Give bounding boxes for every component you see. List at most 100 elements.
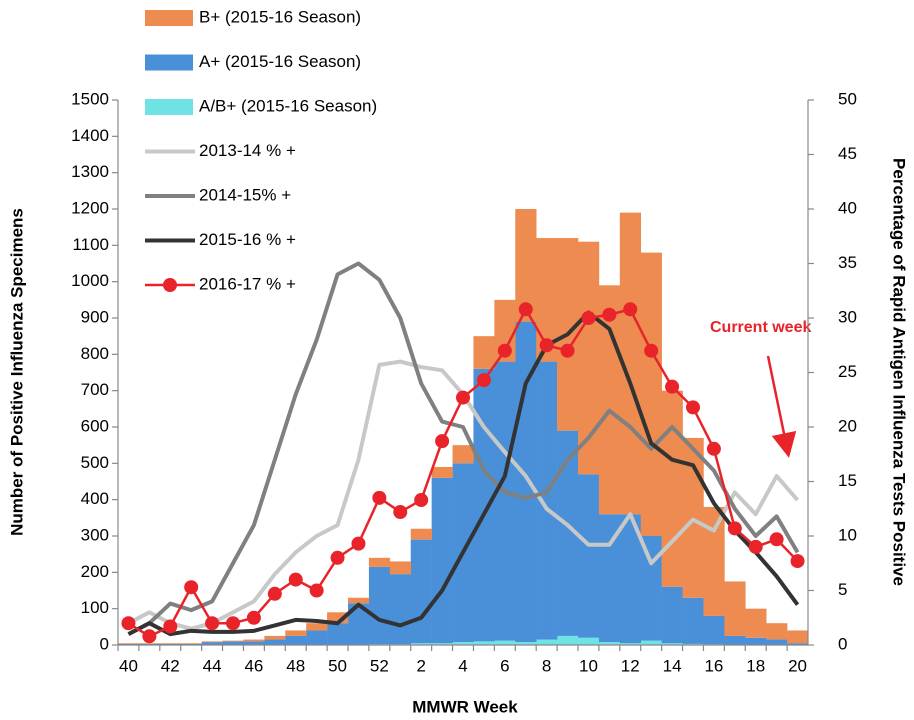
line-marker — [288, 572, 303, 587]
bar-segment — [640, 640, 662, 645]
annotation-arrow — [766, 355, 797, 458]
bar-segment — [285, 630, 307, 636]
bar-segment — [724, 635, 746, 645]
legend-label: 2015-16 % + — [199, 230, 296, 249]
bar-segment — [515, 642, 537, 645]
bar-segment — [348, 603, 370, 645]
y2-tick-label: 35 — [838, 253, 857, 272]
y-tick-label: 1100 — [72, 235, 109, 254]
line-marker — [790, 554, 805, 569]
line-marker — [184, 580, 199, 595]
line-marker — [665, 379, 680, 394]
line-marker — [644, 343, 659, 358]
bar-segment — [619, 514, 642, 644]
bar-segment — [368, 566, 391, 645]
line-marker — [142, 629, 157, 644]
x-tick-label: 20 — [788, 656, 807, 675]
y-tick-label: 600 — [81, 416, 109, 435]
annotation: Current week — [710, 319, 811, 336]
bar-segment — [494, 640, 516, 645]
plot-area — [118, 209, 809, 645]
y2-tick-label: 0 — [838, 634, 847, 653]
x-tick-label: 44 — [203, 656, 222, 675]
line-marker — [330, 550, 345, 565]
line-marker — [476, 373, 491, 388]
bar-segment — [766, 623, 788, 640]
x-tick-label: 2 — [416, 656, 425, 675]
bar-segment — [389, 561, 412, 575]
legend-label: A/B+ (2015-16 Season) — [199, 96, 377, 115]
line-marker — [623, 302, 638, 317]
bar-segment — [661, 586, 683, 644]
x-tick-label: 6 — [500, 656, 509, 675]
line-marker — [372, 490, 387, 505]
line-marker — [706, 441, 721, 456]
bar-segment — [306, 623, 328, 631]
y-tick-label: 300 — [81, 525, 109, 544]
line-marker — [686, 400, 700, 415]
series-line — [127, 310, 800, 637]
y2-tick-label: 40 — [838, 198, 857, 217]
bar-segment — [180, 643, 202, 644]
bar-segment — [410, 643, 432, 645]
y2-tick-label: 20 — [838, 416, 857, 435]
bar-segment — [159, 643, 182, 644]
y2-tick-label: 5 — [838, 580, 847, 599]
y2-tick-label: 50 — [838, 89, 857, 108]
bar-segment — [431, 477, 453, 644]
y-tick-label: 0 — [100, 634, 109, 653]
x-tick-label: 50 — [328, 656, 347, 675]
line-marker — [163, 619, 178, 634]
y-tick-label: 1000 — [71, 271, 109, 290]
y-tick-label: 1500 — [71, 89, 109, 108]
bar-segment — [327, 612, 349, 624]
y-tick-label: 1300 — [71, 162, 109, 181]
y-tick-label: 200 — [81, 562, 109, 581]
bar-segment — [536, 361, 558, 640]
bar-segment — [410, 539, 432, 644]
line-marker — [309, 583, 324, 598]
bar-segment — [640, 536, 662, 641]
bar-segment — [640, 252, 662, 536]
line-marker — [393, 505, 408, 520]
bar-segment — [243, 639, 265, 642]
bar-segment — [410, 528, 432, 540]
legend-label: A+ (2015-16 Season) — [199, 52, 361, 71]
bar-segment — [473, 641, 495, 645]
line-marker — [121, 616, 136, 631]
legend-marker — [163, 278, 177, 292]
bar-segment — [327, 623, 349, 645]
y-tick-label: 900 — [81, 307, 109, 326]
bar-segment — [515, 209, 537, 322]
y-tick-label: 1400 — [71, 126, 109, 145]
line-marker — [602, 307, 617, 322]
legend-label: 2013-14 % + — [199, 141, 296, 160]
line-marker — [414, 493, 429, 508]
bar-segment — [745, 608, 767, 638]
y2-tick-label: 30 — [838, 307, 857, 326]
y-axis-title: Number of Positive Influenza Specimens — [7, 208, 26, 536]
bar-segment — [598, 642, 621, 645]
bar-segment — [557, 430, 579, 636]
line-marker — [581, 311, 596, 325]
x-tick-label: 14 — [663, 656, 682, 675]
y2-tick-label: 10 — [838, 525, 857, 544]
x-tick-label: 4 — [458, 656, 467, 675]
bar-segment — [578, 637, 600, 645]
x-tick-label: 16 — [704, 656, 723, 675]
bar-segment — [264, 635, 286, 640]
bar-segment — [264, 639, 286, 645]
bar-segment — [201, 641, 223, 643]
bar-segment — [661, 390, 683, 587]
bar-segment — [452, 642, 474, 645]
bar-segment — [222, 641, 244, 645]
bar-segment — [431, 643, 453, 645]
line-marker — [456, 390, 470, 405]
y2-tick-label: 15 — [838, 471, 857, 490]
legend-label: B+ (2015-16 Season) — [199, 7, 361, 26]
x-tick-label: 48 — [286, 656, 305, 675]
bar-segment — [578, 241, 600, 475]
bar-segment — [703, 506, 725, 616]
bar-segment — [389, 574, 412, 645]
y-tick-label: 700 — [81, 380, 109, 399]
